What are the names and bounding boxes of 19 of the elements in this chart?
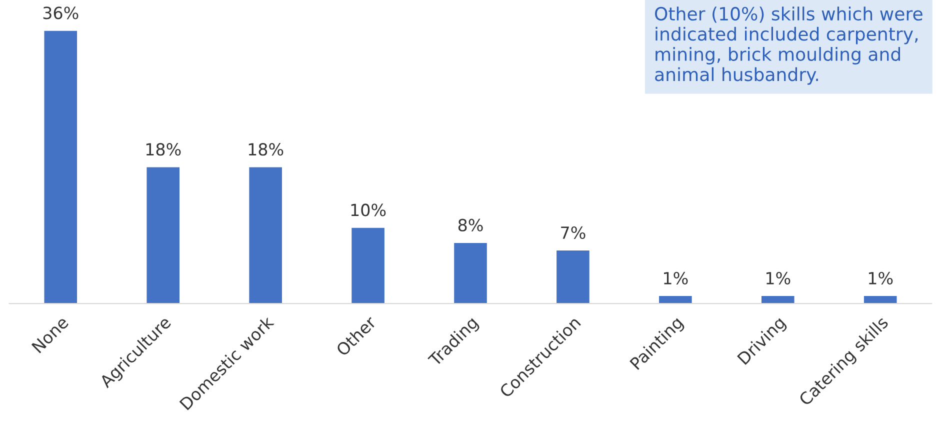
bar (146, 167, 180, 304)
bar (762, 296, 794, 304)
annotation: Other (10%) skills which were indicated included carpentry, mining, brick moulding and animal husbandry. (655, 6, 922, 85)
data-label: 1% (766, 272, 790, 284)
data-label: 18% (146, 143, 181, 156)
data-label: 1% (868, 272, 893, 284)
data-label: 1% (664, 272, 688, 284)
bar (864, 296, 897, 304)
bar (454, 242, 487, 304)
bar (352, 228, 384, 304)
bar (44, 30, 78, 304)
data-label: 36% (43, 6, 78, 20)
bar (659, 296, 692, 304)
data-label: 18% (248, 143, 284, 156)
data-label: 8% (458, 218, 483, 232)
data-label: 10% (351, 204, 386, 216)
bar (249, 167, 282, 304)
bar (556, 250, 590, 304)
data-label: 7% (561, 226, 586, 239)
